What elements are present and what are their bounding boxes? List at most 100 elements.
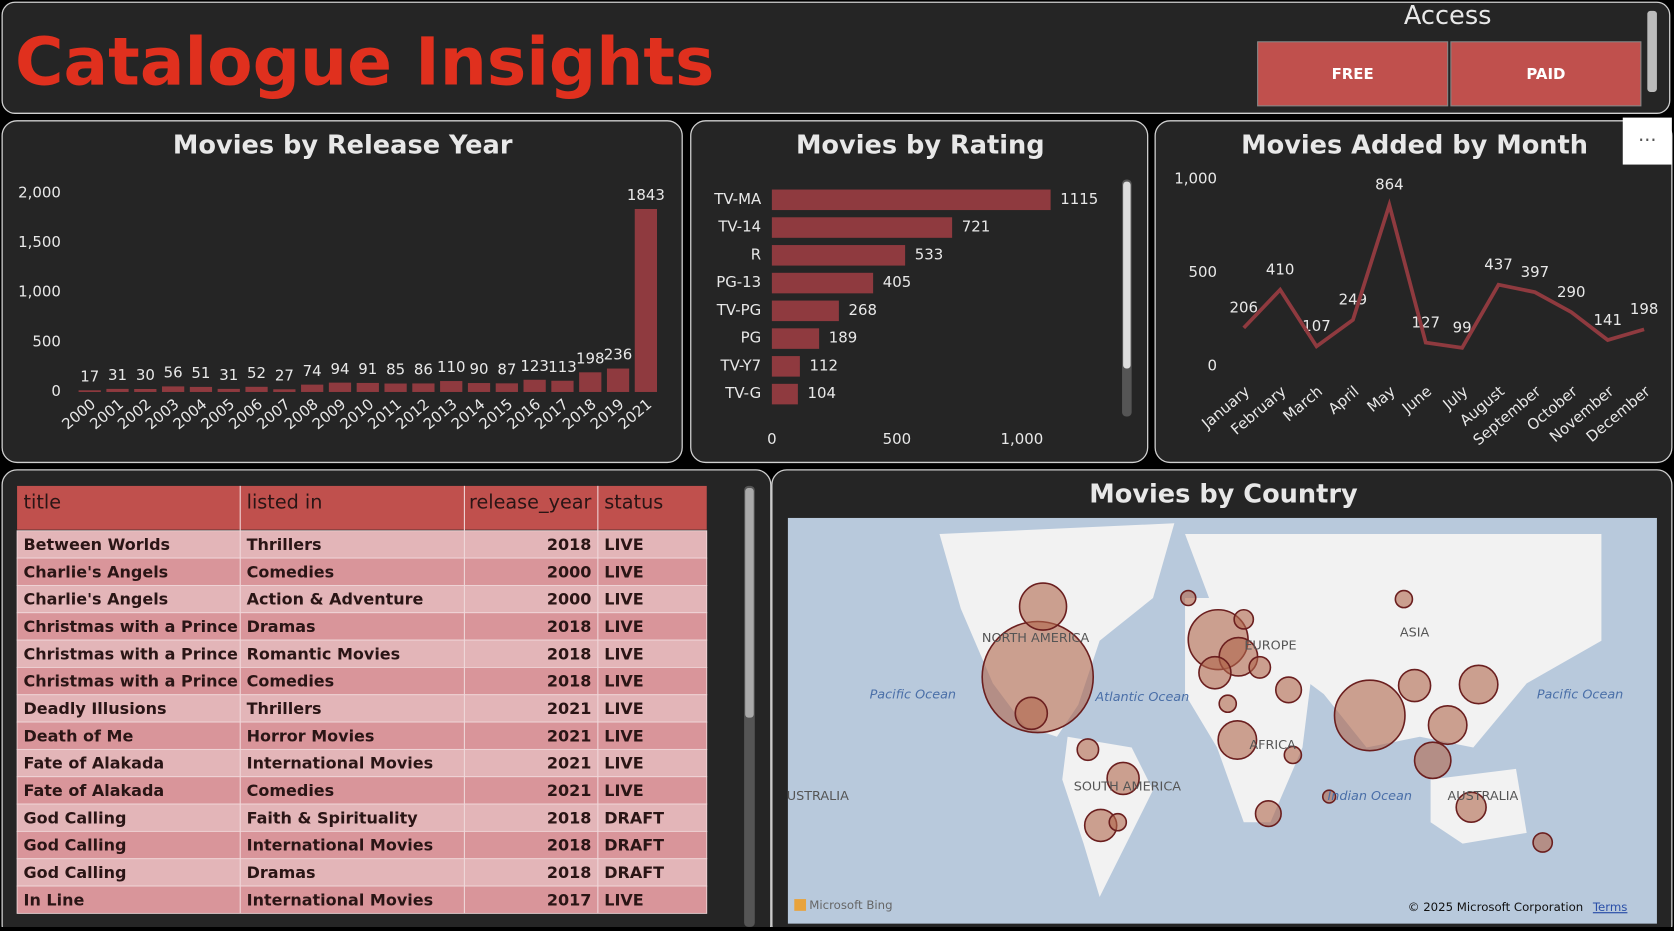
table-cell: LIVE	[604, 699, 643, 718]
table-cell: 2018	[547, 644, 592, 663]
region-label: EUROPE	[1244, 639, 1296, 654]
region-label: SOUTH AMERICA	[1074, 779, 1182, 794]
data-label: 236	[604, 346, 633, 364]
data-label: 290	[1557, 283, 1586, 301]
bar	[440, 381, 463, 392]
table-cell: Christmas with a Prince	[23, 617, 237, 636]
data-label: 30	[136, 366, 155, 384]
table-cell: LIVE	[604, 890, 643, 909]
y-tick-label: TV-Y7	[719, 356, 761, 374]
bar	[771, 383, 798, 405]
bar	[384, 383, 407, 392]
y-tick-label: PG	[741, 329, 762, 347]
data-label: 864	[1375, 176, 1404, 194]
bar	[134, 388, 157, 392]
y-tick-label: TV-PG	[716, 301, 761, 319]
data-label: 127	[1411, 313, 1440, 331]
y-tick-label: 2,000	[18, 183, 61, 201]
column-header: title	[23, 491, 61, 514]
table-cell: Faith & Spirituality	[247, 808, 419, 827]
y-tick-label: 0	[51, 382, 61, 400]
data-label: 86	[414, 361, 433, 379]
slicer-button-label[interactable]: PAID	[1526, 65, 1565, 83]
data-label: 410	[1266, 261, 1295, 279]
slicer-button[interactable]	[1257, 41, 1449, 107]
data-label: 397	[1521, 263, 1550, 281]
more-options-icon[interactable]: ···	[1638, 129, 1656, 152]
y-tick-label: 500	[1189, 263, 1218, 281]
data-label: 51	[191, 364, 210, 382]
y-tick-label: PG-13	[716, 273, 761, 291]
table-cell: Dramas	[247, 863, 316, 882]
dashboard-title: Catalogue Insights	[15, 23, 715, 100]
table-row	[16, 830, 708, 860]
data-label: 85	[386, 361, 405, 379]
data-label: 198	[1630, 300, 1659, 318]
y-tick-label: 500	[32, 332, 61, 350]
x-tick-label: 500	[883, 430, 912, 448]
table-cell: LIVE	[604, 726, 643, 745]
bar	[771, 217, 953, 238]
scrollbar-thumb[interactable]	[745, 488, 754, 718]
table-row	[16, 776, 708, 805]
table-cell: 2018	[547, 672, 592, 691]
data-label: 94	[330, 360, 349, 378]
more-options[interactable]	[1622, 117, 1672, 165]
table-cell: International Movies	[247, 754, 433, 773]
data-label: 198	[576, 350, 605, 368]
scrollbar[interactable]	[1647, 10, 1657, 92]
data-label: 52	[247, 364, 266, 382]
table-cell: DRAFT	[604, 863, 664, 882]
bubbles	[981, 582, 1554, 853]
slicer-title: Access	[1404, 1, 1492, 31]
bar	[523, 379, 546, 392]
bar	[771, 356, 800, 377]
table-cell: Romantic Movies	[247, 644, 401, 663]
data-label: 112	[809, 356, 838, 374]
bar	[301, 384, 324, 392]
table-cell: 2018	[547, 836, 592, 855]
y-tick-label: TV-G	[724, 384, 761, 402]
table-cell: Between Worlds	[23, 535, 170, 554]
table-cell: Horror Movies	[247, 726, 375, 745]
data-label: 405	[883, 273, 912, 291]
bing-logo	[794, 899, 807, 911]
data-label: 107	[1302, 317, 1331, 335]
bar	[771, 272, 874, 294]
table-cell: Christmas with a Prince	[23, 644, 237, 663]
table-cell: DRAFT	[604, 836, 664, 855]
table-cell: 2000	[547, 590, 592, 609]
table-cell: Action & Adventure	[247, 590, 424, 609]
table-cell: 2021	[547, 754, 592, 773]
data-label: 1843	[627, 186, 665, 204]
region-label: NORTH AMERICA	[982, 631, 1090, 646]
region-label: USTRALIA	[787, 789, 849, 804]
table-cell: 2017	[547, 890, 592, 909]
table-cell: International Movies	[247, 836, 433, 855]
table-cell: Thrillers	[247, 699, 322, 718]
data-label: 99	[1453, 319, 1472, 337]
y-tick-label: TV-14	[717, 218, 761, 236]
data-label: 104	[807, 384, 836, 402]
table-cell: Comedies	[247, 672, 335, 691]
data-label: 90	[470, 360, 489, 378]
table-cell: God Calling	[23, 863, 126, 882]
table-cell: Fate of Alakada	[23, 754, 164, 773]
map-copyright: © 2025 Microsoft Corporation	[1408, 900, 1584, 914]
x-tick-label: 0	[767, 430, 777, 448]
ocean-label: Indian Ocean	[1327, 789, 1412, 804]
bar	[328, 382, 352, 392]
table-cell: Death of Me	[23, 726, 133, 745]
slicer-button-label[interactable]: FREE	[1332, 65, 1374, 83]
scrollbar-thumb[interactable]	[1123, 181, 1131, 369]
slicer-button[interactable]	[1450, 41, 1642, 107]
map	[787, 517, 1657, 924]
y-tick-label: 1,000	[18, 283, 61, 301]
data-label: 123	[520, 357, 549, 375]
map-terms[interactable]: Terms	[1592, 900, 1628, 914]
data-label: 721	[962, 218, 991, 236]
bar	[162, 386, 185, 392]
bar	[771, 189, 1051, 211]
bar	[78, 390, 101, 392]
